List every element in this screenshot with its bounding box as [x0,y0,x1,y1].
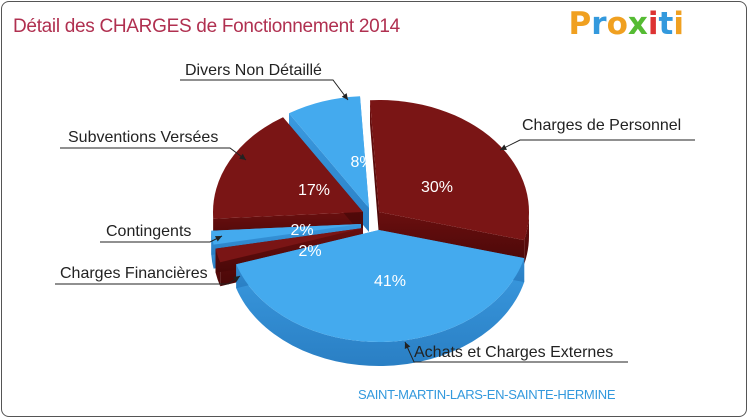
leader-arrow-5 [341,93,348,100]
category-label-3: Contingents [106,223,191,240]
pct-label-0: 30% [421,179,453,196]
leader-line-0 [499,139,695,151]
pie-slice-0 [370,100,529,241]
commune-name: SAINT-MARTIN-LARS-EN-SAINTE-HERMINE [358,387,616,402]
category-label-5: Divers Non Détaillé [185,62,322,79]
leader-arrow-2 [233,276,240,283]
pct-label-4: 17% [298,182,330,199]
category-label-2: Charges Financières [60,265,208,282]
leader-arrow-3 [215,236,222,242]
pct-label-1: 41% [374,273,406,290]
leader-arrow-1 [404,342,411,349]
leader-line-1 [404,341,628,363]
category-label-0: Charges de Personnel [522,117,681,134]
chart-title: Détail des CHARGES de Fonctionnement 201… [13,16,400,37]
pie-slice-3 [211,224,361,245]
category-label-4: Subventions Versées [68,129,218,146]
pct-label-5: 8% [350,154,373,171]
leader-arrow-4 [239,153,246,160]
slice-wall-0-0 [370,100,379,236]
pct-label-2: 2% [298,243,321,260]
category-label-1: Achats et Charges Externes [414,344,613,361]
slice-wall-0-1 [379,212,525,265]
slice-side-1 [236,258,525,367]
leader-line-5 [180,79,349,101]
pie-slice-1 [236,230,525,343]
leader-line-4 [60,147,247,161]
pct-label-3: 2% [290,222,313,239]
slice-side-0 [524,212,529,265]
pie-slice-5 [288,96,369,208]
proxiti-logo: Proxiti [568,6,684,42]
pie-slice-2 [215,228,363,263]
pie-slice-4 [212,117,363,219]
leader-arrow-0 [500,144,507,150]
